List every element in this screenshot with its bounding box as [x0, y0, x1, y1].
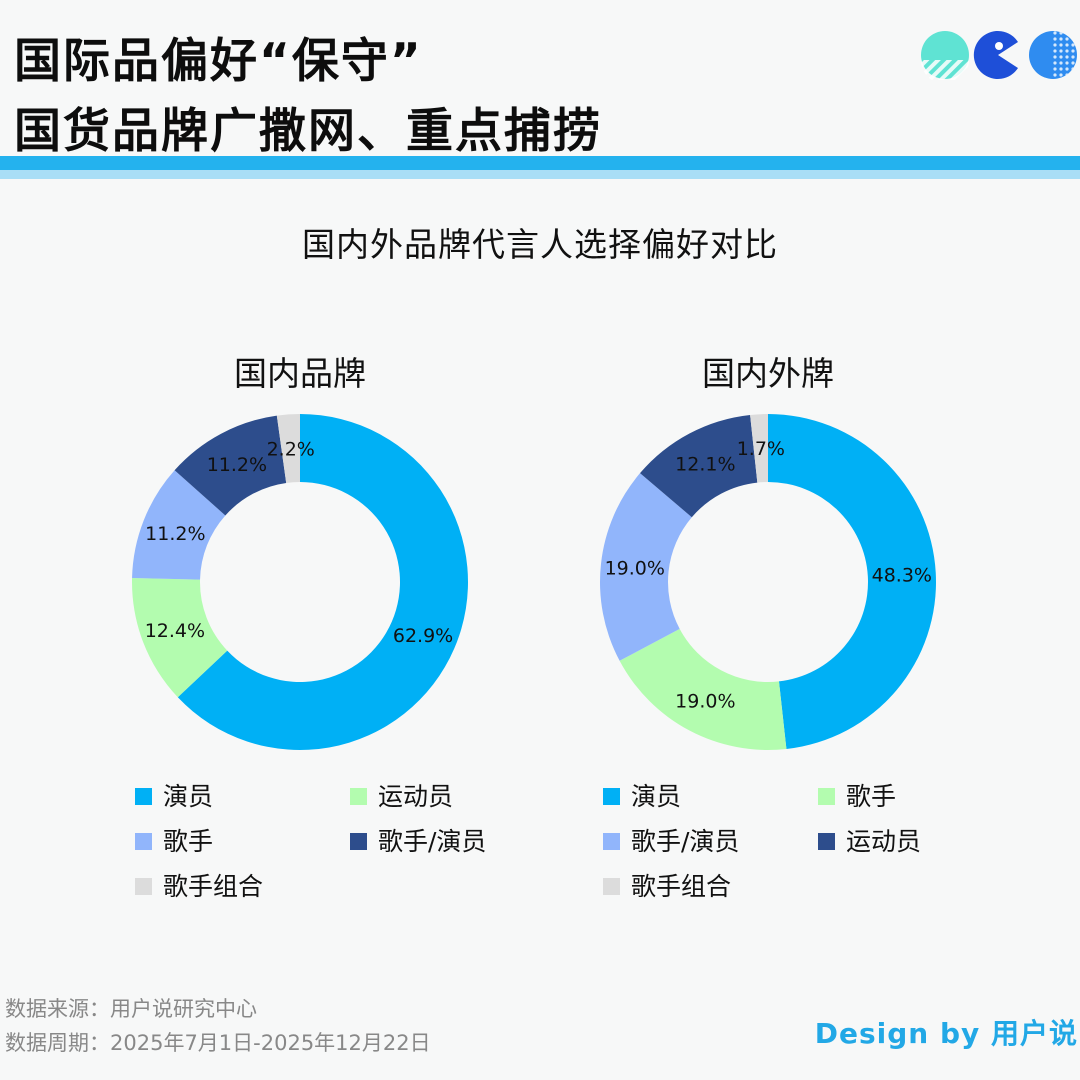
donut-slice	[276, 414, 300, 483]
data-period: 数据周期：2025年7月1日-2025年12月22日	[5, 1031, 431, 1055]
donut-slice	[619, 628, 787, 750]
donut-slice	[768, 414, 937, 749]
chart-1-title: 国内品牌	[234, 354, 366, 393]
donut-slice	[132, 470, 226, 580]
donut-slice	[750, 414, 768, 483]
slice-data-label: 19.0%	[605, 558, 665, 580]
slice-data-label: 48.3%	[872, 565, 932, 587]
legend-swatch	[603, 788, 620, 805]
brand-logo	[921, 31, 1077, 80]
page-title-line-2: 国货品牌广撒网、重点捕捞	[14, 104, 602, 159]
slice-data-label: 11.2%	[145, 523, 205, 545]
header-divider-bar	[0, 156, 1080, 170]
data-source: 数据来源：用户说研究中心	[5, 997, 257, 1021]
logo-circle-teal	[921, 31, 969, 80]
donut-slice	[177, 414, 469, 750]
legend-swatch	[603, 878, 620, 895]
donut-charts: 国内品牌 62.9% 演员 12.4% 运动员 11.2% 歌手 11.2% 歌手/演员 2.2%…	[132, 354, 937, 901]
logo-pacman-icon	[973, 31, 1018, 80]
chart-title: 国内外品牌代言人选择偏好对比	[302, 225, 778, 264]
slice-data-label: 11.2%	[207, 454, 267, 476]
legend-swatch	[135, 833, 152, 850]
legend-swatch	[135, 878, 152, 895]
legend-label: 歌手/演员	[378, 827, 486, 856]
slice-data-label: 12.1%	[675, 454, 735, 476]
legend-label: 歌手组合	[163, 872, 263, 901]
legend-label: 演员	[163, 782, 213, 811]
legend-label: 歌手组合	[631, 872, 731, 901]
donut-slice	[174, 415, 287, 516]
header: 国际品偏好“保守” 国货品牌广撒网、重点捕捞	[0, 0, 1080, 159]
logo-circle-blue	[1029, 31, 1077, 79]
legend-swatch	[818, 788, 835, 805]
slice-data-label: 62.9%	[393, 625, 453, 647]
legend-label: 歌手	[846, 782, 896, 811]
legend-label: 歌手	[163, 827, 213, 856]
chart-2-title: 国内外牌	[702, 354, 834, 393]
slice-data-label: 12.4%	[145, 620, 205, 642]
page-title-line-1: 国际品偏好“保守”	[14, 34, 423, 89]
design-credit: Design by 用户说	[814, 1017, 1078, 1050]
slice-data-label: 1.7%	[737, 438, 785, 460]
donut-slice	[132, 578, 228, 698]
legend-label: 演员	[631, 782, 681, 811]
legend-label: 运动员	[378, 782, 453, 811]
slice-data-label: 2.2%	[267, 438, 315, 460]
donut-slice	[640, 414, 758, 518]
header-divider-bar-light	[0, 170, 1080, 179]
donut-chart-1: 国内品牌 62.9% 演员 12.4% 运动员 11.2% 歌手 11.2% 歌手/演员 2.2%…	[132, 354, 486, 901]
legend-swatch	[350, 833, 367, 850]
legend-swatch	[818, 833, 835, 850]
donut-chart-2: 国内外牌 48.3% 演员 19.0% 歌手 19.0% 歌手/演员 12.1% 运动员 1.7%…	[600, 354, 937, 901]
donut-slice	[600, 473, 692, 661]
legend-label: 歌手/演员	[631, 827, 739, 856]
slice-data-label: 19.0%	[675, 690, 735, 712]
legend-swatch	[350, 788, 367, 805]
legend-label: 运动员	[846, 827, 921, 856]
legend-swatch	[603, 833, 620, 850]
legend-swatch	[135, 788, 152, 805]
